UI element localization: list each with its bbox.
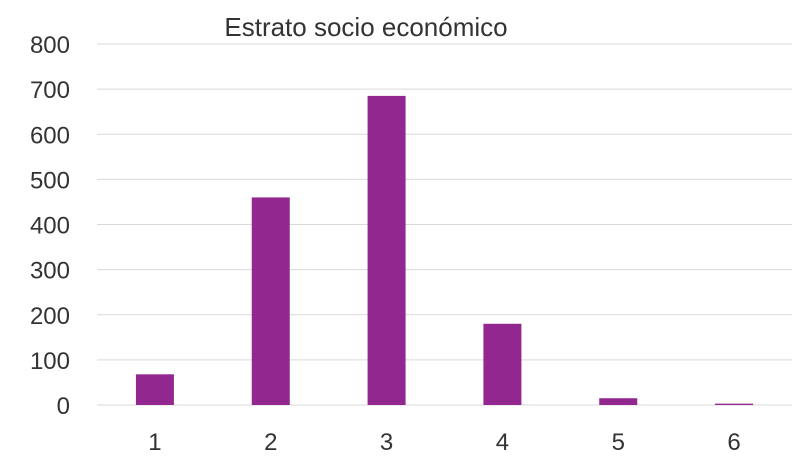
y-tick-label: 200: [30, 303, 70, 330]
x-tick-label: 6: [727, 429, 740, 456]
y-axis-ticks: 0 100 200 300 400 500 600 700 800: [30, 32, 70, 420]
x-tick-label: 1: [148, 429, 161, 456]
y-tick-label: 0: [57, 393, 70, 420]
bar-3: [367, 95, 406, 406]
bar-2: [251, 197, 290, 405]
bar-4: [483, 323, 522, 405]
y-tick-label: 800: [30, 32, 70, 59]
y-tick-label: 400: [30, 213, 70, 240]
y-tick-label: 500: [30, 167, 70, 194]
gridlines: [97, 43, 792, 406]
x-tick-label: 4: [496, 429, 509, 456]
bar-5: [599, 398, 638, 405]
bar-6: [715, 403, 754, 405]
y-tick-label: 100: [30, 348, 70, 375]
bar-1: [135, 374, 174, 405]
x-tick-label: 3: [380, 429, 393, 456]
y-tick-label: 600: [30, 122, 70, 149]
chart-title: Estrato socio económico: [224, 12, 507, 42]
x-axis-ticks: 1 2 3 4 5 6: [148, 429, 741, 456]
y-tick-label: 700: [30, 77, 70, 104]
y-tick-label: 300: [30, 258, 70, 285]
x-tick-label: 5: [612, 429, 625, 456]
bars: [135, 95, 754, 406]
x-tick-label: 2: [264, 429, 277, 456]
